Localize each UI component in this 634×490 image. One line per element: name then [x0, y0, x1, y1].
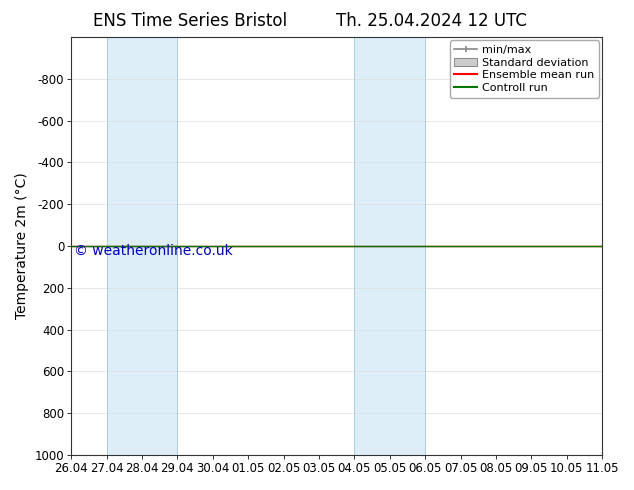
Text: Th. 25.04.2024 12 UTC: Th. 25.04.2024 12 UTC	[335, 12, 527, 30]
Bar	[602, 37, 634, 455]
Text: © weatheronline.co.uk: © weatheronline.co.uk	[74, 244, 233, 258]
Text: ENS Time Series Bristol: ENS Time Series Bristol	[93, 12, 287, 30]
Y-axis label: Temperature 2m (°C): Temperature 2m (°C)	[15, 172, 29, 319]
Bar	[107, 37, 178, 455]
Legend: min/max, Standard deviation, Ensemble mean run, Controll run: min/max, Standard deviation, Ensemble me…	[450, 40, 599, 98]
Bar	[354, 37, 425, 455]
